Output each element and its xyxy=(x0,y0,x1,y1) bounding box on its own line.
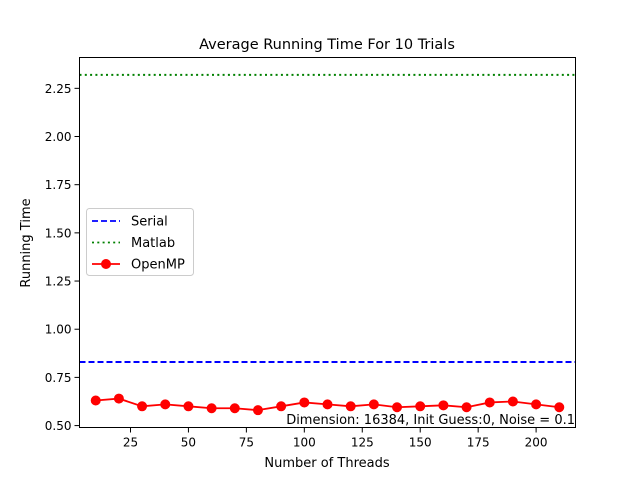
x-tick-label: 75 xyxy=(239,436,254,450)
data-point-openmp xyxy=(461,402,472,413)
series-layer xyxy=(79,73,576,416)
chart-title: Average Running Time For 10 Trials xyxy=(199,37,455,53)
legend-label-serial: Serial xyxy=(131,215,168,230)
data-point-openmp xyxy=(507,396,518,407)
x-tick-label: 50 xyxy=(181,436,196,450)
data-point-openmp xyxy=(531,399,542,410)
y-tick-label: 0.50 xyxy=(45,419,72,433)
x-tick-label: 150 xyxy=(409,436,432,450)
data-point-openmp xyxy=(368,399,379,410)
data-point-openmp xyxy=(160,399,171,410)
data-point-openmp xyxy=(415,401,426,412)
y-tick-label: 0.75 xyxy=(45,371,72,385)
data-point-openmp xyxy=(137,401,148,412)
y-tick-label: 2.00 xyxy=(45,130,72,144)
y-tick-label: 1.50 xyxy=(45,226,72,240)
data-point-openmp xyxy=(299,397,310,408)
legend-label-openmp: OpenMP xyxy=(131,258,185,273)
legend-label-matlab: Matlab xyxy=(131,236,175,251)
data-point-openmp xyxy=(229,403,240,414)
x-tick-label: 100 xyxy=(293,436,316,450)
data-point-openmp xyxy=(345,401,356,412)
y-axis-label: Running Time xyxy=(19,198,34,287)
x-axis-label: Number of Threads xyxy=(264,456,389,471)
data-point-openmp xyxy=(90,395,101,406)
data-point-openmp xyxy=(183,401,194,412)
data-point-openmp xyxy=(276,401,287,412)
y-tick-label: 1.75 xyxy=(45,178,72,192)
legend: Serial Matlab OpenMP xyxy=(86,208,194,276)
data-point-openmp xyxy=(554,402,565,413)
chart-annotation: Dimension: 16384, Init Guess:0, Noise = … xyxy=(286,413,575,428)
plot-frame xyxy=(79,57,576,428)
y-tick-label: 2.25 xyxy=(45,82,72,96)
legend-marker-openmp xyxy=(101,259,111,269)
data-point-openmp xyxy=(322,399,333,410)
data-point-openmp xyxy=(252,405,263,416)
y-tick-label: 1.00 xyxy=(45,323,72,337)
data-point-openmp xyxy=(206,403,217,414)
x-axis: 25 50 75 100 125 150 175 200 xyxy=(123,427,548,450)
data-point-openmp xyxy=(438,400,449,411)
data-point-openmp xyxy=(113,393,124,404)
data-point-openmp xyxy=(484,397,495,408)
y-axis: 0.50 0.75 1.00 1.25 1.50 1.75 2.00 2.25 xyxy=(45,82,80,433)
x-tick-label: 25 xyxy=(123,436,138,450)
data-point-openmp xyxy=(392,402,403,413)
x-tick-label: 175 xyxy=(467,436,490,450)
x-tick-label: 125 xyxy=(351,436,374,450)
legend-frame xyxy=(86,208,194,276)
y-tick-label: 1.25 xyxy=(45,275,72,289)
x-tick-label: 200 xyxy=(525,436,548,450)
